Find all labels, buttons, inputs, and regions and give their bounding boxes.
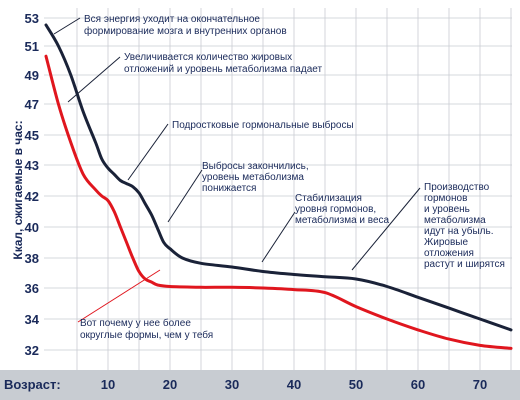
annotation-4: Выбросы закончились,уровень метаболизмап… [202, 160, 309, 194]
plot-area [44, 8, 512, 370]
x-axis-label: Возраст: [4, 377, 61, 392]
y-tick-labels: 53 51 49 47 45 43 42 40 38 36 34 32 [25, 11, 40, 358]
annotation-line: Увеличивается количество жировых [124, 52, 292, 63]
y-tick-label: 51 [25, 39, 39, 54]
leader-line [261, 211, 296, 263]
x-tick-label: 50 [349, 377, 363, 392]
annotation-3: Подростковые гормональные выбросы [172, 119, 354, 131]
y-tick-label: 42 [25, 189, 39, 204]
annotation-line: метаболизма [424, 214, 486, 226]
annotation-line: уровня гормонов, [295, 204, 376, 215]
annotations: Вся энергия уходит на окончательноеформи… [80, 14, 505, 341]
leader-line [351, 187, 421, 271]
annotation-line: Стабилизация [295, 192, 362, 204]
y-tick-label: 49 [25, 68, 39, 83]
y-tick-label: 43 [25, 158, 39, 173]
annotation-line: и уровень [424, 204, 470, 215]
annotation-line: Подростковые гормональные выбросы [172, 119, 354, 131]
y-axis-label: Ккал, сжигаемые в час: [11, 120, 25, 259]
y-tick-label: 40 [25, 220, 39, 235]
series-line-dark [44, 23, 513, 332]
x-tick-label: 10 [101, 377, 115, 392]
leader-line [167, 169, 203, 223]
y-tick-label: 32 [25, 343, 39, 358]
annotation-line: Вся энергия уходит на окончательное [84, 14, 260, 25]
annotation-line: отложений и уровень метаболизма падает [124, 63, 322, 75]
annotation-line: растут и ширятся [424, 259, 505, 270]
series-line-red [44, 54, 513, 350]
x-tick-label: 30 [225, 377, 239, 392]
annotation-line: Жировые [424, 237, 468, 248]
annotation-line: отложения [424, 248, 474, 259]
x-tick-label: 40 [287, 377, 301, 392]
y-tick-label: 45 [25, 128, 39, 143]
series-group [44, 23, 513, 350]
y-tick-label: 34 [25, 312, 40, 327]
annotation-line: понижается [202, 183, 256, 194]
x-tick-label: 20 [163, 377, 177, 392]
annotation-line: Производство [424, 182, 490, 193]
leader-line [127, 123, 169, 181]
annotation-2: Увеличивается количество жировыхотложени… [124, 52, 322, 75]
x-axis-band [0, 370, 520, 400]
leader-line [53, 17, 81, 35]
y-tick-label: 47 [25, 97, 39, 112]
y-tick-label: 53 [25, 11, 39, 26]
annotation-line: гормонов [424, 193, 467, 204]
annotation-line: округлые формы, чем у тебя [80, 329, 213, 341]
y-tick-label: 38 [25, 251, 39, 266]
x-tick-label: 70 [473, 377, 487, 392]
y-axis-band [0, 0, 44, 370]
x-tick-label: 60 [411, 377, 425, 392]
annotation-line: Выбросы закончились, [202, 160, 309, 172]
annotation-line: идут на убыль. [424, 225, 494, 237]
annotation-line: метаболизма и веса [295, 214, 390, 226]
y-tick-label: 36 [25, 281, 39, 296]
annotation-line: формирование мозга и внутренних органов [84, 25, 287, 37]
annotation-line: Вот почему у нее более [80, 317, 191, 329]
annotation-1: Вся энергия уходит на окончательноеформи… [84, 14, 287, 37]
annotation-line: уровень метаболизма [202, 171, 304, 183]
x-tick-labels: 10 20 30 40 50 60 70 [101, 377, 487, 392]
